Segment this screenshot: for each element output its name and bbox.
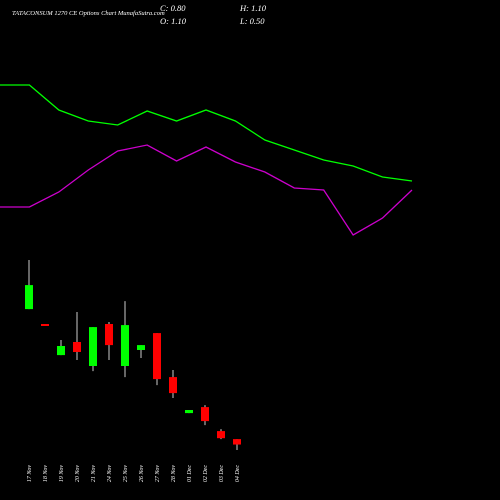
x-tick-label: 24 Nov [106,465,113,483]
candle-body [73,342,81,352]
ohlc-label: H: 1.10 [239,3,267,13]
x-tick-label: 26 Nov [139,465,145,483]
x-tick-label: 20 Nov [75,465,81,483]
indicator-line [0,144,413,236]
candle-body [169,377,177,394]
candle-body [57,346,65,356]
candle-body [137,345,145,350]
x-tick-label: 27 Nov [155,465,161,483]
x-tick-label: 02 Dec [203,465,209,482]
ohlc-label: C: 0.80 [160,3,186,13]
candle-body [89,327,97,366]
candle-body [41,324,49,326]
x-tick-label: 21 Nov [91,465,97,483]
x-tick-label: 17 Nov [27,465,33,483]
candle-body [201,407,209,422]
ohlc-label: L: 0.50 [239,16,265,26]
x-tick-label: 01 Dec [187,465,193,482]
candle-body [185,410,193,414]
chart-title: TATACONSUM 1270 CE Options Chart MunafaS… [12,10,165,17]
candle-body [217,431,225,439]
x-tick-label: 19 Nov [59,465,65,483]
candle-body [121,325,129,366]
candle-body [105,324,113,346]
candle-body [25,285,33,310]
x-tick-label: 28 Nov [171,465,177,483]
x-tick-label: 18 Nov [43,465,49,483]
indicator-line [0,84,413,182]
x-tick-label: 03 Dec [219,465,225,482]
candle-body [153,333,161,380]
ohlc-label: O: 1.10 [160,16,187,26]
x-tick-label: 04 Dec [234,465,241,482]
x-tick-label: 25 Nov [123,465,129,483]
candle-body [233,439,241,445]
